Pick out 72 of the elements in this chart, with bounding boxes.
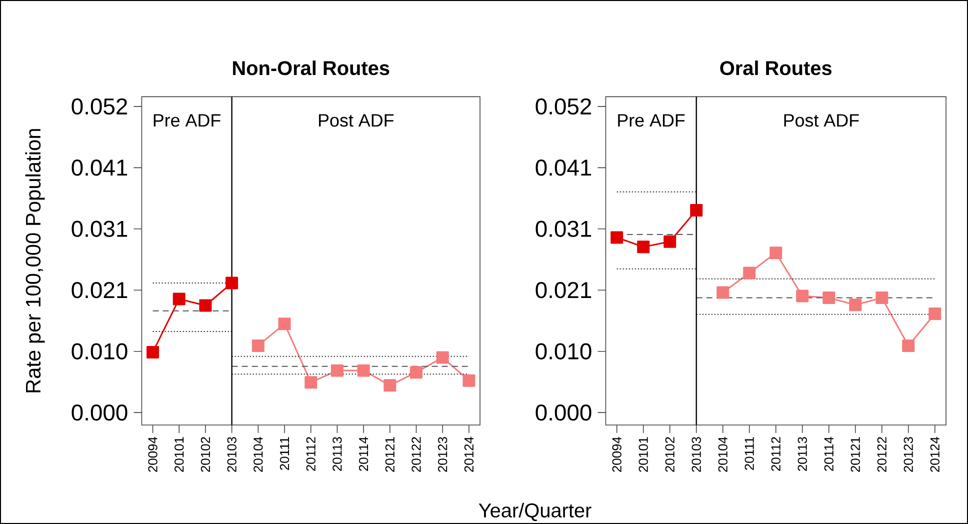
point [664, 235, 676, 248]
x-tick-label: 20123 [904, 437, 913, 472]
x-tick-label: 20122 [877, 437, 886, 472]
x-tick-label: 20121 [385, 437, 394, 472]
point [770, 246, 782, 260]
point [384, 379, 396, 392]
point [172, 292, 186, 306]
point [690, 204, 703, 217]
point [252, 339, 264, 352]
point [278, 318, 291, 330]
point [716, 286, 730, 299]
x-tick-label: 20121 [850, 437, 860, 472]
x-tick-label: 20112 [306, 437, 316, 471]
y-tick-label: 0.000 [72, 404, 128, 421]
point [796, 290, 809, 302]
y-tick-label: 0.010 [72, 343, 128, 360]
point [357, 364, 370, 377]
x-tick-label: 20124 [930, 436, 940, 472]
x-tick-label: 20122 [412, 437, 421, 472]
x-tick-label: 20114 [358, 436, 368, 471]
y-tick-label: 0.041 [72, 160, 128, 176]
annotation: Post ADF [784, 114, 859, 127]
x-tick-label: 20102 [200, 437, 210, 472]
y-tick-label: 0.031 [72, 220, 128, 237]
x-tick-label: 20124 [464, 436, 474, 472]
x-tick-label: 20104 [254, 436, 263, 472]
x-tick-label: 20113 [332, 437, 342, 471]
point [928, 308, 942, 320]
y-tick-label: 0.052 [536, 98, 592, 115]
point [462, 374, 476, 387]
x-tick-label: 20094 [148, 436, 158, 472]
point [849, 298, 862, 312]
x-tick-label: 20101 [638, 437, 648, 472]
point [822, 292, 836, 304]
x-tick-label: 20104 [718, 436, 728, 472]
x-axis-title: Year/Quarter [478, 502, 592, 522]
point [743, 266, 756, 280]
y-tick-label: 0.041 [536, 160, 592, 176]
x-tick-label: 20112 [771, 437, 780, 471]
x-tick-label: 20103 [227, 437, 236, 472]
y-tick-label: 0.052 [72, 98, 128, 115]
point [637, 240, 650, 254]
y-tick-label: 0.000 [536, 404, 592, 421]
y-tick-label: 0.021 [536, 282, 592, 298]
x-tick-label: 20101 [174, 437, 184, 472]
point [330, 364, 344, 377]
y-tick-label: 0.031 [536, 220, 592, 237]
chart-title: Oral Routes [720, 60, 832, 76]
point [410, 366, 422, 379]
point [610, 231, 624, 244]
x-tick-label: 20103 [692, 437, 701, 472]
point [304, 376, 318, 389]
y-tick-label: 0.010 [536, 343, 592, 360]
y-axis-title: Rate per 100,000 Population [25, 129, 45, 392]
x-tick-label: 20111 [744, 437, 754, 470]
x-tick-label: 20114 [824, 436, 834, 471]
point [226, 276, 238, 290]
annotation: Pre ADF [154, 114, 220, 127]
chart-title: Non-Oral Routes [233, 60, 390, 76]
x-tick-label: 20102 [665, 437, 674, 472]
x-tick-label: 20094 [612, 436, 622, 472]
point [876, 292, 888, 304]
x-tick-label: 20123 [438, 437, 448, 472]
annotation: Post ADF [319, 114, 394, 127]
point [902, 339, 915, 352]
annotation: Pre ADF [618, 114, 685, 127]
point [146, 346, 160, 358]
x-tick-label: 20111 [280, 437, 290, 470]
y-tick-label: 0.021 [72, 282, 128, 298]
point [436, 351, 449, 364]
point [199, 299, 212, 312]
x-tick-label: 20113 [798, 437, 807, 471]
